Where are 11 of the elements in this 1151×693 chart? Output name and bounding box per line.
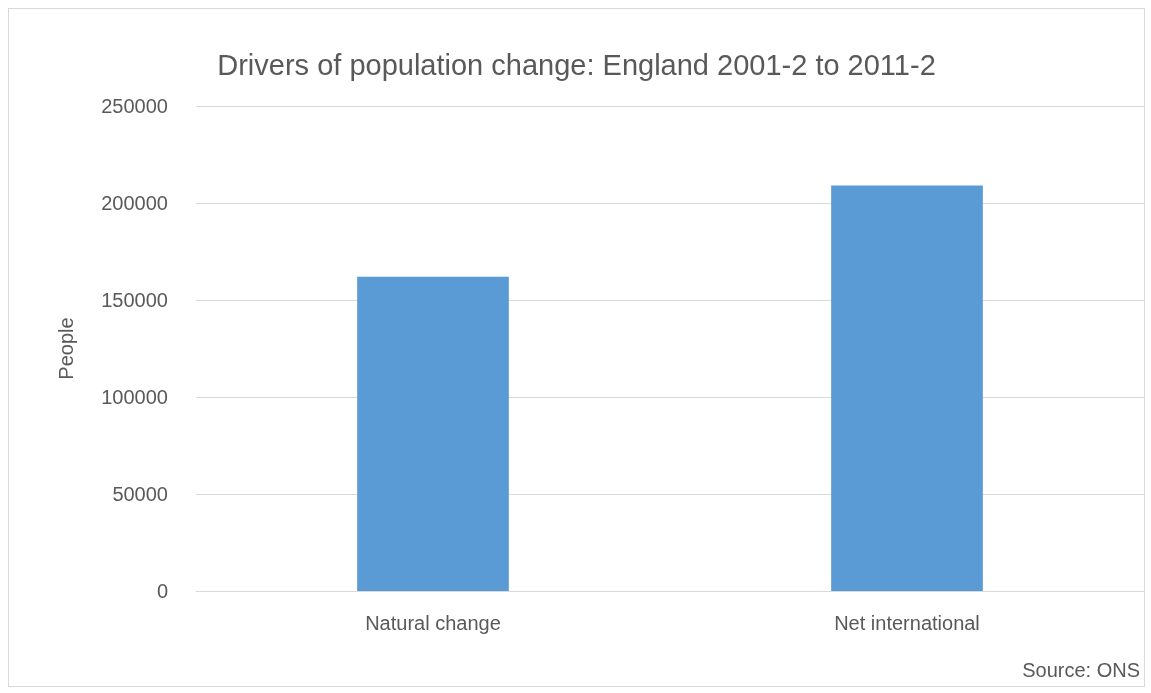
y-tick-label: 0 (156, 580, 168, 602)
y-tick-label: 100000 (101, 386, 168, 408)
y-tick-label: 50000 (112, 483, 168, 505)
y-tick-label: 200000 (101, 192, 168, 214)
chart-title: Drivers of population change: England 2001-2 to 2011-2 (217, 48, 936, 81)
y-axis-title: People (55, 317, 77, 380)
y-tick-label: 250000 (101, 95, 168, 117)
x-tick-label: Natural change (365, 612, 501, 634)
x-tick-label: Net international (834, 612, 980, 634)
source-note: Source: ONS (1022, 659, 1141, 681)
y-tick-label: 150000 (101, 289, 168, 311)
